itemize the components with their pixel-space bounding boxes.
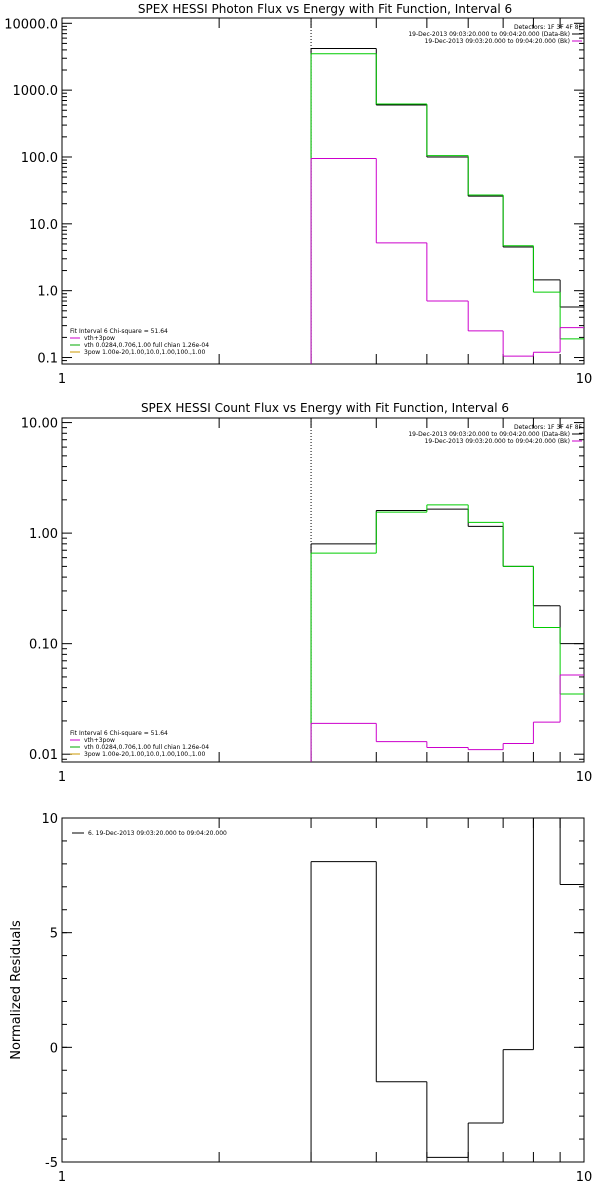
count-legend-model: vth+3pow (84, 737, 115, 744)
count-legend-vth: vth 0.0284,0.706,1.00 full chian 1.26e-0… (84, 744, 209, 751)
residual-xtick-label: 10 (576, 1170, 593, 1185)
photon-detectors-label: Detectors: 1F 3F 4F 8F (514, 24, 583, 31)
photon-xtick-label: 10 (576, 372, 593, 387)
count-ytick-label: 1.00 (29, 527, 58, 542)
photon-flux-title: SPEX HESSI Photon Flux vs Energy with Fi… (138, 2, 512, 16)
residual-legend: 6. 19-Dec-2013 09:03:20.000 to 09:04:20.… (88, 830, 227, 837)
photon-flux-legend: Detectors: 1F 3F 4F 8F 19-Dec-2013 09:03… (70, 24, 583, 356)
residual-axes (61, 817, 585, 1163)
residual-ytick-label: -5 (45, 1156, 58, 1171)
count-ytick-label: 10.00 (21, 417, 58, 432)
photon-xtick-label: 1 (58, 372, 66, 387)
photon-legend-bk: 19-Dec-2013 09:03:20.000 to 09:04:20.000… (425, 38, 570, 45)
residual-xtick-label: 1 (58, 1170, 66, 1185)
photon-ytick-label: 10000.0 (4, 17, 58, 32)
residual-ytick-label: 5 (50, 927, 58, 942)
count-ytick-label: 0.01 (29, 748, 58, 763)
count-legend-fit-interval: Fit Interval 6 Chi-square = 51.64 (70, 730, 168, 737)
count-series-0 (310, 508, 584, 762)
photon-ytick-label: 100.0 (21, 151, 58, 166)
residual-y-axis-label: Normalized Residuals (9, 920, 24, 1060)
count-legend-bk: 19-Dec-2013 09:03:20.000 to 09:04:20.000… (425, 438, 570, 445)
photon-legend-data-bk: 19-Dec-2013 09:03:20.000 to 09:04:20.000… (408, 31, 570, 38)
count-xtick-label: 1 (58, 770, 66, 785)
photon-series-0 (310, 47, 584, 364)
photon-ytick-label: 10.0 (29, 218, 58, 233)
count-flux-axes (61, 417, 585, 763)
count-flux-plot: 0.01 0.10 1.00 10.00 1 10 (21, 417, 592, 785)
count-flux-legend: Detectors: 1F 3F 4F 8F 19-Dec-2013 09:03… (70, 424, 583, 758)
count-detectors-label: Detectors: 1F 3F 4F 8F (514, 424, 583, 431)
count-series-2 (310, 674, 584, 762)
count-flux-panel: SPEX HESSI Count Flux vs Energy with Fit… (21, 401, 592, 785)
count-legend-data-bk: 19-Dec-2013 09:03:20.000 to 09:04:20.000… (408, 431, 570, 438)
photon-series-2 (310, 157, 584, 364)
count-legend-pow: 3pow 1.00e-20,1.00,10.0,1.00,100.,1.00 (84, 751, 205, 758)
photon-legend-vth: vth 0.0284,0.706,1.00 full chian 1.26e-0… (84, 342, 209, 349)
photon-ytick-label: 0.1 (37, 352, 58, 367)
residual-panel: Normalized Residuals -5 0 5 10 1 10 6. 19-Dec… (9, 812, 592, 1185)
count-ytick-label: 0.10 (29, 638, 58, 653)
residual-plot: -5 0 5 10 1 10 (41, 812, 592, 1185)
photon-flux-plot: 0.1 1.0 10.0 100.0 1000.0 10000.0 1 10 (4, 17, 592, 387)
photon-flux-axes (61, 17, 585, 365)
photon-legend-model: vth+3pow (84, 335, 115, 342)
residual-series-0 (310, 817, 584, 1162)
photon-series-1 (310, 53, 584, 364)
residual-ytick-label: 10 (41, 812, 58, 827)
count-xtick-label: 10 (576, 770, 593, 785)
photon-ytick-label: 1000.0 (13, 84, 59, 99)
photon-flux-panel: SPEX HESSI Photon Flux vs Energy with Fi… (4, 2, 592, 387)
photon-legend-fit-interval: Fit Interval 6 Chi-square = 51.64 (70, 328, 168, 335)
photon-legend-pow: 3pow 1.00e-20,1.00,10.0,1.00,100.,1.00 (84, 349, 205, 356)
residual-ytick-label: 0 (50, 1041, 58, 1056)
count-flux-title: SPEX HESSI Count Flux vs Energy with Fit… (141, 401, 509, 415)
photon-ytick-label: 1.0 (37, 285, 58, 300)
